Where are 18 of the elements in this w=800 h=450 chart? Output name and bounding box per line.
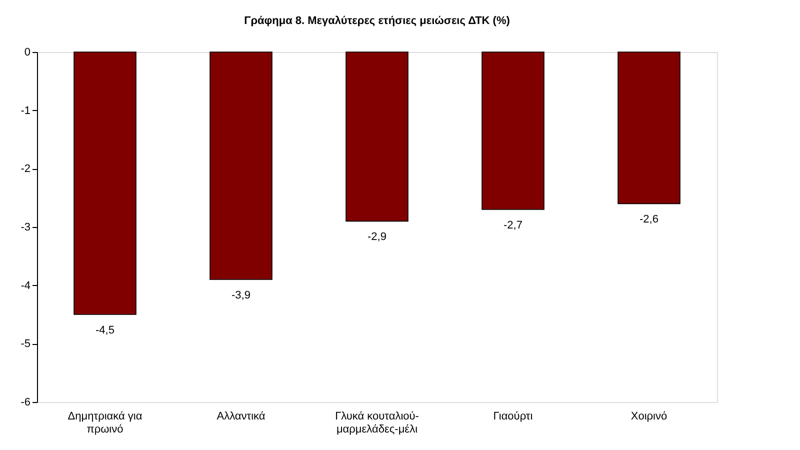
y-tick-label: -1 <box>20 104 30 117</box>
y-tick-label: -5 <box>20 338 30 350</box>
data-label: -2,7 <box>504 220 522 232</box>
x-tick-label: Γλυκά κουταλιού-μαρμελάδες-μέλι <box>335 410 420 436</box>
x-tick-label: Αλλαντικά <box>216 410 266 422</box>
y-tick-label: -4 <box>20 280 30 292</box>
y-tick-label: -3 <box>20 222 30 234</box>
chart-title: Γράφημα 8. Μεγαλύτερες ετήσιες μειώσεις ΔΤΚ (%) <box>244 15 510 27</box>
data-label: -3,9 <box>232 290 250 302</box>
x-tick-label: Γιαούρτι <box>493 410 534 422</box>
data-label: -4,5 <box>96 324 114 336</box>
data-label: -2,6 <box>640 214 658 226</box>
y-tick-label: -6 <box>20 396 30 408</box>
x-tick-label: Δημητριακά για πρωινό <box>68 410 143 436</box>
x-tick-label: Χοιρινό <box>630 410 668 422</box>
data-label: -2,9 <box>368 231 386 244</box>
y-tick-label: -2 <box>20 163 30 176</box>
y-tick-label: 0 <box>24 46 30 58</box>
